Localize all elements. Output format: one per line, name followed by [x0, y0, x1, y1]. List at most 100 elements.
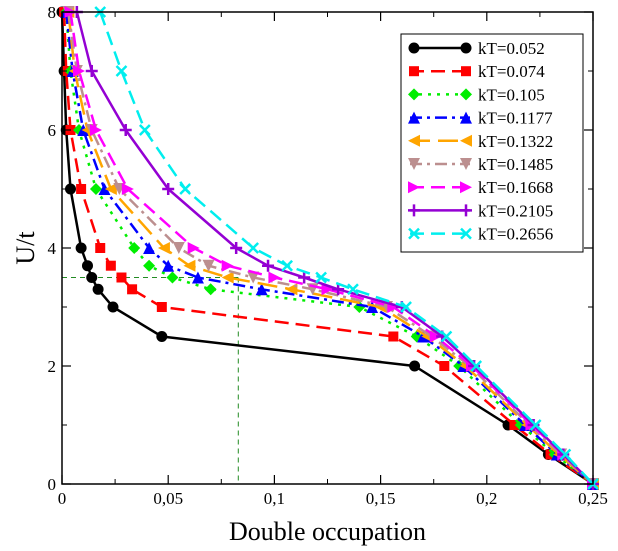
- series-7: [64, 6, 599, 490]
- data-point: [172, 242, 185, 254]
- legend-label: kT=0.052: [478, 39, 545, 58]
- x-axis-label: Double occupation: [229, 517, 426, 546]
- data-point: [81, 260, 93, 272]
- data-point: [262, 259, 275, 272]
- legend-label: kT=0.2656: [478, 225, 553, 244]
- data-point: [509, 420, 520, 430]
- data-point: [138, 124, 151, 136]
- data-point: [183, 259, 196, 272]
- legend-marker: [408, 204, 420, 217]
- series-9: [94, 6, 599, 490]
- legend-marker: [460, 88, 472, 101]
- data-point: [92, 283, 104, 295]
- legend-marker: [408, 181, 420, 194]
- series-3: [60, 6, 599, 490]
- y-tick-label: 2: [48, 357, 57, 376]
- legend-label: kT=0.105: [478, 85, 545, 104]
- data-point: [76, 184, 87, 194]
- legend-entry-2: kT=0.074: [409, 62, 545, 81]
- y-axis-label: U/t: [11, 231, 40, 265]
- data-point: [157, 242, 170, 254]
- data-point: [202, 259, 215, 272]
- y-tick-label: 4: [48, 239, 57, 258]
- data-point: [89, 124, 102, 136]
- data-point: [559, 448, 572, 461]
- y-tick-label: 6: [48, 121, 57, 140]
- legend-label: kT=0.1668: [478, 178, 553, 197]
- data-point: [557, 448, 570, 461]
- legend-marker: [408, 134, 420, 147]
- x-tick-label: 0,1: [264, 489, 285, 508]
- legend-entry-4: kT=0.1177: [408, 109, 553, 128]
- data-point: [440, 330, 453, 343]
- legend-marker: [460, 42, 472, 54]
- data-point: [400, 301, 412, 313]
- legend-marker: [408, 42, 420, 54]
- data-point: [321, 283, 334, 296]
- data-point: [470, 360, 483, 372]
- data-point: [353, 301, 366, 313]
- data-point: [255, 283, 268, 296]
- data-point: [166, 271, 179, 284]
- data-point: [468, 360, 481, 372]
- data-point: [121, 183, 134, 195]
- data-point: [179, 183, 192, 195]
- legend-label: kT=0.1322: [478, 132, 553, 151]
- data-point: [191, 271, 204, 284]
- data-point: [247, 271, 260, 284]
- data-point: [221, 271, 234, 284]
- legend-entry-8: kT=0.2105: [408, 201, 553, 220]
- legend-marker: [461, 66, 471, 77]
- legend-entry-9: kT=0.2656: [408, 225, 553, 244]
- x-tick-label: 0,2: [476, 489, 497, 508]
- x-tick-label: 0,05: [153, 489, 183, 508]
- legend-entry-1: kT=0.052: [408, 39, 545, 58]
- data-point: [527, 419, 540, 431]
- legend-entry-7: kT=0.1668: [408, 178, 553, 197]
- data-point: [143, 259, 156, 272]
- data-point: [98, 183, 111, 195]
- data-point: [86, 272, 98, 283]
- data-point: [388, 331, 399, 342]
- data-point: [429, 330, 442, 343]
- data-point: [115, 65, 128, 77]
- data-point: [409, 360, 421, 372]
- ticks-layer: 0 0,05 0,1 0,15 0,2 0,25 0 2 4 6 8: [48, 3, 608, 508]
- data-point: [105, 260, 116, 271]
- data-point: [156, 302, 167, 312]
- data-point: [75, 242, 87, 254]
- data-point: [315, 271, 328, 284]
- legend-marker: [409, 66, 419, 77]
- legend-marker: [408, 111, 420, 124]
- data-point: [366, 301, 379, 313]
- data-point: [119, 124, 132, 136]
- series-line: [64, 11, 594, 485]
- series-line: [67, 11, 594, 485]
- legend-label: kT=0.074: [478, 62, 545, 81]
- data-point: [64, 183, 76, 195]
- series-layer: [56, 6, 599, 490]
- data-point: [332, 283, 345, 296]
- data-point: [347, 283, 359, 296]
- legend-marker: [460, 158, 472, 170]
- legend-marker: [408, 88, 420, 101]
- legend-entry-3: kT=0.105: [408, 85, 545, 104]
- legend-entry-6: kT=0.1485: [408, 155, 553, 174]
- data-point: [298, 271, 311, 284]
- legend-label: kT=0.1485: [478, 155, 553, 174]
- data-point: [72, 65, 85, 77]
- legend-entry-5: kT=0.1322: [408, 132, 553, 151]
- data-point: [107, 301, 119, 313]
- legend-marker: [460, 204, 472, 217]
- legend-label: kT=0.1177: [478, 109, 553, 128]
- data-point: [187, 242, 200, 254]
- legend-marker: [460, 134, 472, 147]
- series-line: [99, 11, 594, 485]
- data-point: [116, 272, 127, 283]
- legend-marker: [460, 181, 472, 194]
- data-point: [247, 242, 260, 254]
- legend-marker: [408, 158, 420, 170]
- data-point: [268, 271, 281, 284]
- data-point: [89, 183, 102, 195]
